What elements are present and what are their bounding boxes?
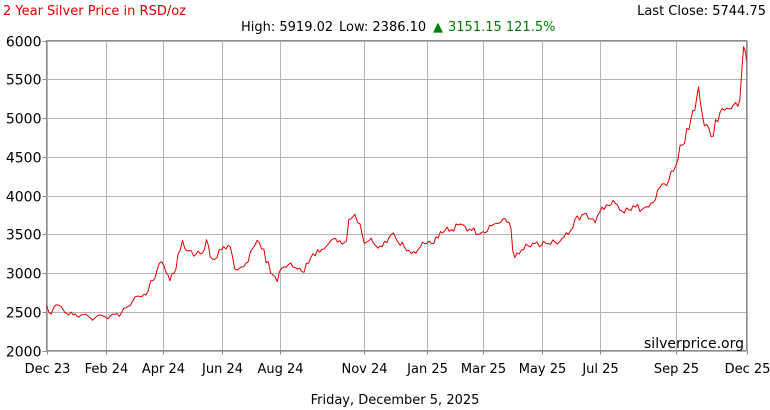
x-axis-ticks: Dec 23 Feb 24 Apr 24 Jun 24 Aug 24 Nov 24 Jan … [25,350,770,377]
grid-lines [46,40,748,352]
change-up-arrow-icon: ▲ [433,20,443,35]
x-tick-label: Jan 25 [406,362,448,377]
y-tick-label: 4500 [6,151,42,167]
y-tick-label: 4000 [6,190,42,206]
y-tick-label: 5500 [6,73,42,89]
y-tick-label: 2000 [6,345,42,361]
x-tick-label: Feb 24 [85,362,129,377]
x-tick-label: May 25 [519,362,567,377]
high-label: High: 5919.02 [241,20,333,35]
y-axis-ticks: 2000 2500 3000 3500 4000 4500 5000 5500 6000 [6,35,47,361]
x-tick-label: Aug 24 [257,362,303,377]
x-tick-label: Dec 23 [25,362,71,377]
chart-title: 2 Year Silver Price in RSD/oz [3,4,186,19]
change-label: 3151.15 121.5% [448,20,555,35]
x-tick-label: Mar 25 [461,362,506,377]
x-tick-label: Apr 24 [142,362,185,377]
watermark-text: silverprice.org [644,336,744,352]
x-tick-label: Sep 25 [654,362,699,377]
y-tick-label: 3500 [6,228,42,244]
y-tick-label: 2500 [6,306,42,322]
x-tick-label: Jun 24 [201,362,243,377]
last-close-label: Last Close: 5744.75 [637,4,766,19]
y-tick-label: 6000 [6,35,42,51]
plot-frame [46,40,747,351]
low-label: Low: 2386.10 [339,20,426,35]
x-tick-label: Jul 25 [581,362,618,377]
y-tick-label: 3000 [6,267,42,283]
price-line [46,46,747,321]
x-tick-label: Nov 24 [341,362,387,377]
footer-date: Friday, December 5, 2025 [311,393,480,408]
x-tick-label: Dec 25 [725,362,770,377]
y-tick-label: 5000 [6,112,42,128]
